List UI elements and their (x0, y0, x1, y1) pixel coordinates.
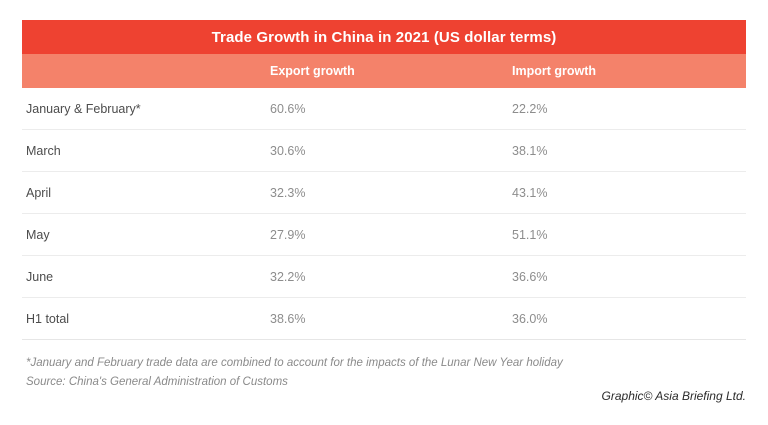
row-import-value: 43.1% (512, 185, 548, 200)
row-import-value: 22.2% (512, 101, 548, 116)
column-header-import-growth: Import growth (512, 64, 597, 78)
table-row: January & February* 60.6% 22.2% (22, 88, 746, 130)
table-row: June 32.2% 36.6% (22, 256, 746, 298)
table-row: May 27.9% 51.1% (22, 214, 746, 256)
footnote-asterisk: *January and February trade data are com… (26, 357, 563, 369)
row-label: H1 total (26, 311, 70, 326)
row-label: March (26, 143, 61, 158)
row-import-value: 51.1% (512, 227, 548, 242)
row-label: May (26, 227, 50, 242)
row-export-value: 32.2% (270, 269, 306, 284)
row-export-value: 60.6% (270, 101, 306, 116)
trade-growth-table: Trade Growth in China in 2021 (US dollar… (22, 20, 746, 392)
table-title-bar: Trade Growth in China in 2021 (US dollar… (22, 20, 746, 54)
row-label: January & February* (26, 101, 141, 116)
row-import-value: 38.1% (512, 143, 548, 158)
copyright-credit: Graphic© Asia Briefing Ltd. (601, 389, 746, 403)
table-body: January & February* 60.6% 22.2% March 30… (22, 88, 746, 340)
table-footnotes: *January and February trade data are com… (22, 354, 746, 392)
row-import-value: 36.6% (512, 269, 548, 284)
table-row: H1 total 38.6% 36.0% (22, 298, 746, 340)
row-export-value: 27.9% (270, 227, 306, 242)
column-header-export-growth: Export growth (270, 64, 355, 78)
source-line: Source: China's General Administration o… (26, 376, 288, 388)
row-export-value: 30.6% (270, 143, 306, 158)
row-export-value: 32.3% (270, 185, 306, 200)
row-export-value: 38.6% (270, 311, 306, 326)
table-row: March 30.6% 38.1% (22, 130, 746, 172)
row-import-value: 36.0% (512, 311, 548, 326)
table-row: April 32.3% 43.1% (22, 172, 746, 214)
table-column-header-row: Export growth Import growth (22, 54, 746, 88)
page-title: Trade Growth in China in 2021 (US dollar… (211, 28, 557, 46)
row-label: April (26, 185, 52, 200)
row-label: June (26, 269, 54, 284)
